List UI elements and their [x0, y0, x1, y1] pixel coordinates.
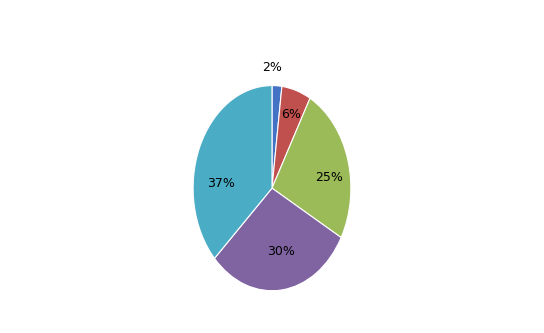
Wedge shape — [214, 188, 341, 291]
Text: 2%: 2% — [262, 61, 282, 74]
Text: 6%: 6% — [281, 108, 301, 121]
Wedge shape — [272, 98, 351, 237]
Wedge shape — [272, 86, 282, 188]
Text: 37%: 37% — [207, 176, 234, 189]
Text: 25%: 25% — [315, 171, 343, 184]
Wedge shape — [272, 86, 310, 188]
Text: 30%: 30% — [268, 245, 295, 258]
Wedge shape — [193, 86, 272, 258]
